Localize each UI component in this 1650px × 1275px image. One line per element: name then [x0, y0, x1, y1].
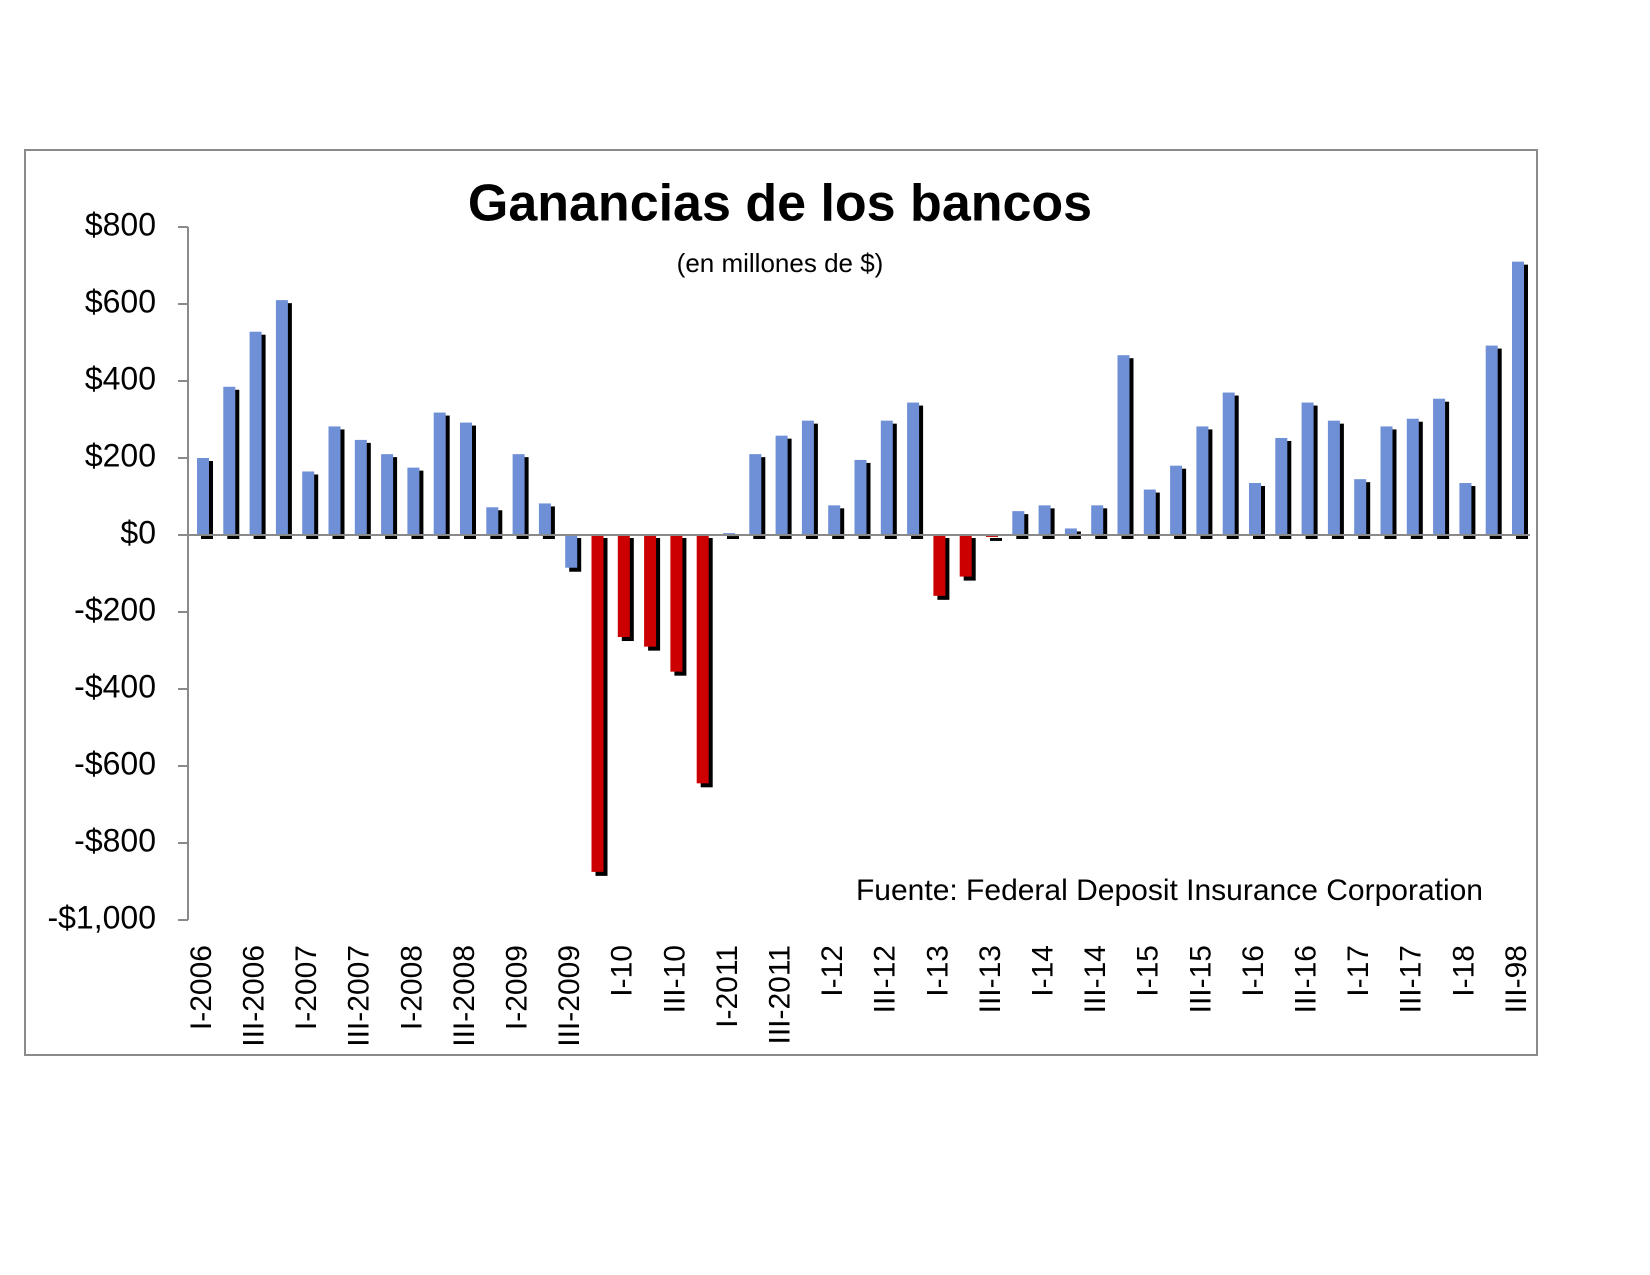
bar [433, 412, 446, 535]
x-tick-label: III-13 [974, 945, 1007, 1013]
x-tick-label: III-2006 [238, 945, 271, 1047]
bar [538, 503, 551, 535]
bar [828, 505, 841, 535]
bar [1117, 355, 1130, 535]
bar [1196, 426, 1209, 535]
bar [486, 507, 499, 535]
bar [197, 458, 209, 535]
bar [249, 331, 262, 535]
x-tick-label: III-2011 [764, 945, 797, 1045]
x-tick-label: III-98 [1500, 945, 1533, 1013]
bar [328, 426, 341, 535]
x-tick-label: III-16 [1290, 945, 1323, 1013]
bar [1275, 437, 1288, 535]
bar [1380, 426, 1393, 535]
bar [223, 386, 236, 535]
y-tick-label: $400 [85, 360, 156, 396]
bar [1143, 489, 1156, 535]
y-tick-label: $200 [85, 437, 156, 473]
bar [933, 535, 946, 596]
y-tick-label: $600 [85, 283, 156, 319]
bar [1354, 479, 1367, 535]
x-tick-label: I-2006 [185, 945, 218, 1030]
x-tick-label: III-10 [658, 945, 691, 1013]
x-tick-label: I-10 [606, 945, 639, 997]
bar [565, 535, 578, 568]
x-tick-label: III-14 [1079, 945, 1112, 1013]
x-tick-label: I-12 [816, 945, 849, 997]
x-tick-label: I-2008 [395, 945, 428, 1030]
x-tick-label: III-2008 [448, 945, 481, 1047]
bar [354, 439, 367, 535]
bar [460, 422, 472, 535]
y-tick-label: -$200 [74, 591, 156, 627]
x-tick-label: I-2011 [711, 945, 744, 1028]
x-tick-label: III-2007 [343, 945, 376, 1047]
bar [381, 454, 394, 535]
bar [801, 420, 814, 535]
y-tick-label: -$400 [74, 668, 156, 704]
bar [1170, 465, 1183, 535]
chart-title: Ganancias de los bancos [468, 175, 1092, 233]
x-tick-label: III-15 [1184, 945, 1217, 1013]
bar [1327, 420, 1340, 535]
y-tick-label: $0 [120, 514, 156, 550]
bar [775, 435, 788, 535]
bar [1301, 402, 1314, 535]
bar [1485, 345, 1498, 535]
bar [749, 454, 762, 535]
bar-shadow [727, 536, 739, 539]
bar [1433, 398, 1446, 535]
bar [670, 535, 683, 672]
bar [880, 420, 893, 535]
x-tick-label: I-14 [1027, 945, 1060, 997]
x-tick-label: III-17 [1395, 945, 1428, 1013]
x-tick-label: I-17 [1342, 945, 1375, 997]
x-tick-label: III-12 [869, 945, 902, 1013]
y-tick-label: -$800 [74, 822, 156, 858]
y-tick-label: -$600 [74, 745, 156, 781]
y-tick-label: $800 [85, 206, 156, 242]
bar [302, 471, 315, 535]
bar [1512, 261, 1524, 535]
bar [1064, 528, 1077, 535]
bar [644, 535, 657, 647]
chart-frame [24, 149, 1538, 1056]
bar [854, 459, 867, 535]
x-tick-label: I-18 [1447, 945, 1480, 997]
x-tick-label: I-15 [1132, 945, 1165, 997]
y-tick-label: -$1,000 [47, 899, 156, 935]
x-tick-label: I-2009 [501, 945, 534, 1030]
bar [959, 535, 972, 577]
bar [1012, 511, 1025, 535]
bar-shadow [990, 538, 1002, 541]
x-tick-label: III-2009 [553, 945, 586, 1047]
bar [1038, 505, 1051, 535]
x-tick-label: I-2007 [290, 945, 323, 1030]
bar [907, 402, 920, 535]
bar [617, 535, 630, 638]
bar [407, 467, 420, 535]
bar [1222, 392, 1235, 535]
bar [1459, 483, 1472, 535]
bar [512, 454, 525, 535]
chart-subtitle: (en millones de $) [677, 248, 884, 278]
x-tick-label: I-16 [1237, 945, 1270, 997]
bar [1091, 505, 1104, 535]
bar [696, 535, 709, 784]
bar [591, 535, 604, 872]
bar [1406, 418, 1419, 535]
x-tick-label: I-13 [921, 945, 954, 997]
bar [1249, 483, 1261, 535]
bar [275, 300, 288, 535]
annotation: Fuente: Federal Deposit Insurance Corpor… [856, 874, 1483, 907]
